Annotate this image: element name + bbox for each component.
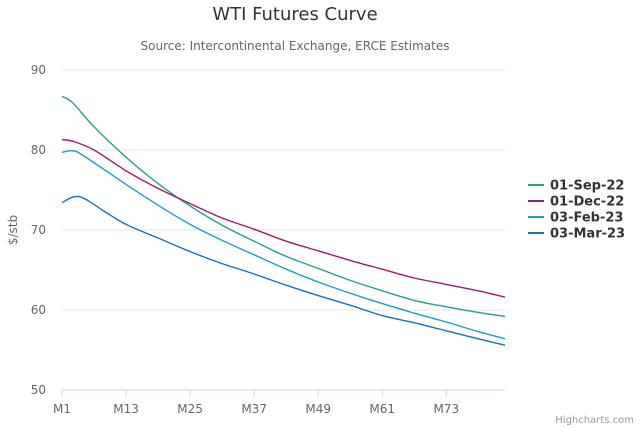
x-axis: M1 M13 M25 M37 M49 M61 M73: [53, 390, 459, 416]
series-line-01-Dec-22: [61, 138, 506, 298]
gridlines: [62, 69, 505, 391]
legend-item-label[interactable]: 01-Sep-22: [550, 179, 624, 194]
x-tick-label: M13: [113, 402, 139, 416]
series-line-03-Feb-23: [61, 150, 506, 340]
x-tick-label: M73: [433, 402, 459, 416]
x-tick-label: M25: [177, 402, 203, 416]
y-axis: 50 60 70 80 90: [31, 63, 46, 397]
x-tick-label: M49: [305, 402, 331, 416]
legend-item-label[interactable]: 03-Feb-23: [550, 211, 623, 226]
legend-item-label[interactable]: 03-Mar-23: [550, 227, 625, 242]
series-line-01-Sep-22: [61, 95, 506, 318]
legend-item-label[interactable]: 01-Dec-22: [550, 195, 624, 210]
series-line-03-Mar-23: [61, 195, 506, 346]
y-tick-label: 70: [31, 223, 46, 237]
y-tick-label: 80: [31, 143, 46, 157]
chart-subtitle: Source: Intercontinental Exchange, ERCE …: [141, 39, 450, 53]
x-tick-label: M61: [369, 402, 395, 416]
credits-link[interactable]: Highcharts.com: [555, 415, 634, 426]
y-tick-label: 50: [31, 383, 46, 397]
x-tick-label: M1: [53, 402, 71, 416]
chart-title: WTI Futures Curve: [212, 4, 377, 25]
y-tick-label: 90: [31, 63, 46, 77]
y-tick-label: 60: [31, 303, 46, 317]
y-axis-title: $/stb: [6, 215, 20, 245]
x-tick-label: M37: [241, 402, 267, 416]
series-lines: [61, 95, 506, 346]
